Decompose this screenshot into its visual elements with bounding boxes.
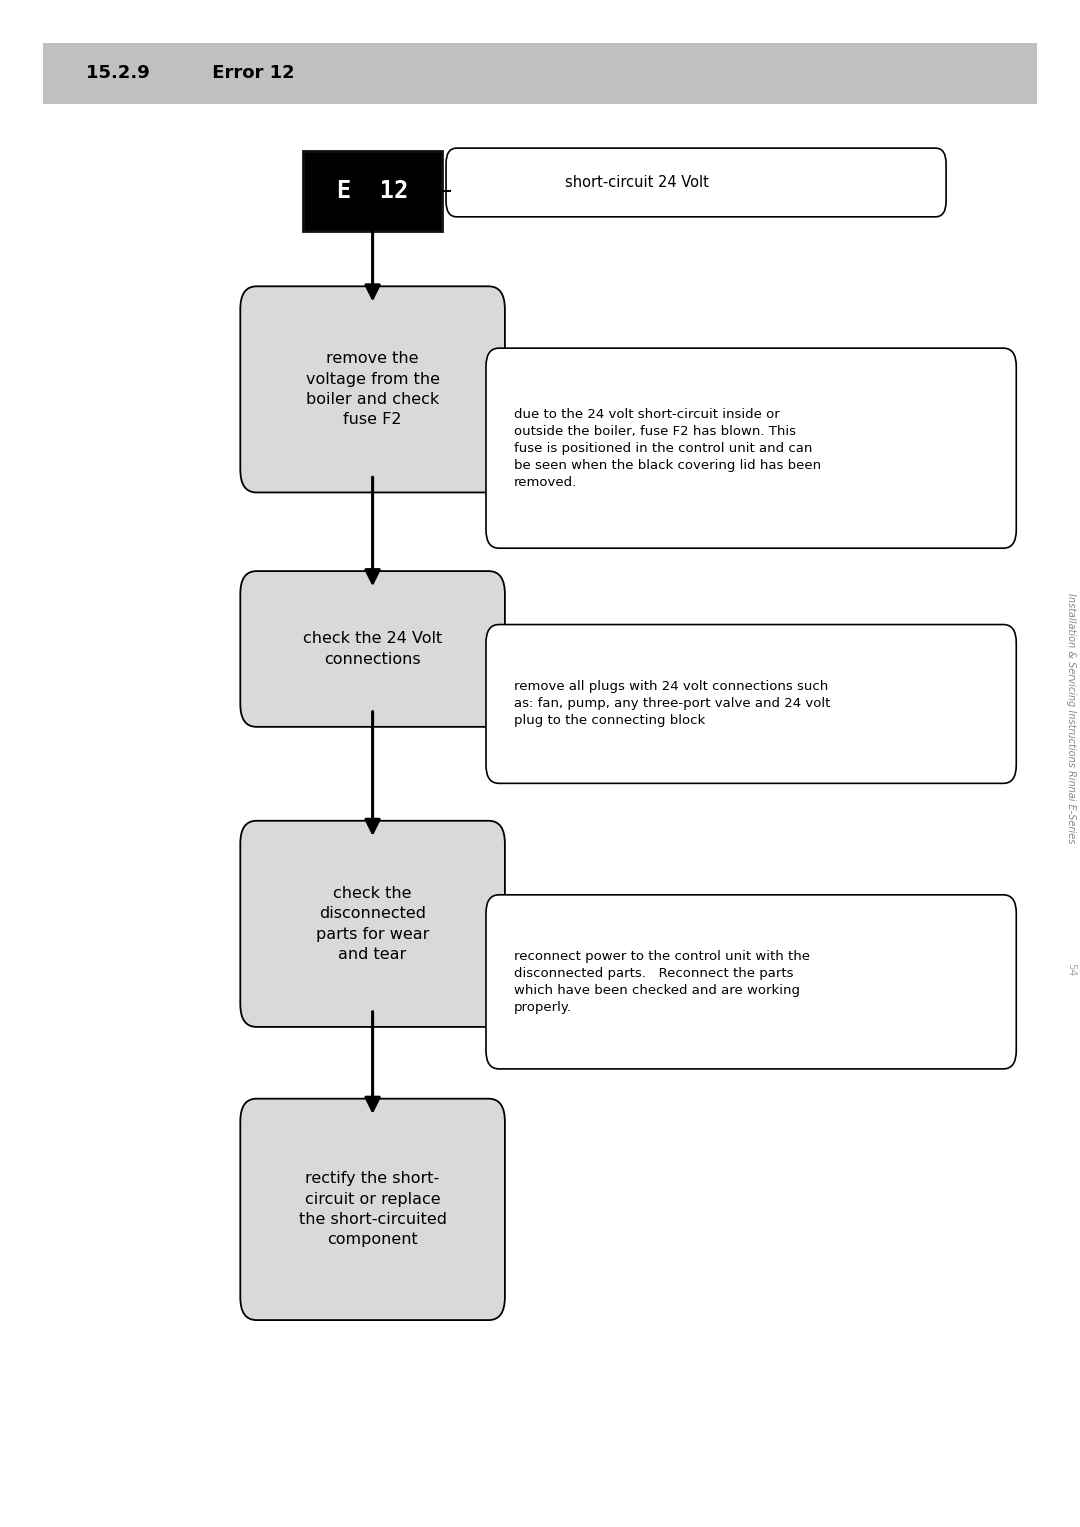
Text: Installation & Servicing Instructions Rinnai E-Series: Installation & Servicing Instructions Ri… — [1066, 592, 1077, 843]
Text: remove all plugs with 24 volt connections such
as: fan, pump, any three-port val: remove all plugs with 24 volt connection… — [514, 681, 831, 727]
Text: E  12: E 12 — [337, 179, 408, 203]
FancyBboxPatch shape — [446, 148, 946, 217]
Text: check the 24 Volt
connections: check the 24 Volt connections — [303, 631, 442, 667]
Text: due to the 24 volt short-circuit inside or
outside the boiler, fuse F2 has blown: due to the 24 volt short-circuit inside … — [514, 408, 821, 489]
Text: check the
disconnected
parts for wear
and tear: check the disconnected parts for wear an… — [316, 886, 429, 962]
FancyBboxPatch shape — [302, 151, 443, 231]
Text: short-circuit 24 Volt: short-circuit 24 Volt — [565, 176, 710, 189]
FancyBboxPatch shape — [240, 1099, 504, 1319]
Text: rectify the short-
circuit or replace
the short-circuited
component: rectify the short- circuit or replace th… — [298, 1171, 447, 1248]
Text: reconnect power to the control unit with the
disconnected parts.   Reconnect the: reconnect power to the control unit with… — [514, 950, 810, 1014]
FancyBboxPatch shape — [240, 287, 504, 492]
FancyBboxPatch shape — [486, 625, 1016, 783]
Text: 15.2.9          Error 12: 15.2.9 Error 12 — [86, 64, 295, 82]
FancyBboxPatch shape — [486, 348, 1016, 548]
FancyBboxPatch shape — [43, 43, 1037, 104]
Text: 54: 54 — [1066, 964, 1077, 976]
Text: remove the
voltage from the
boiler and check
fuse F2: remove the voltage from the boiler and c… — [306, 351, 440, 428]
FancyBboxPatch shape — [486, 895, 1016, 1069]
FancyBboxPatch shape — [240, 571, 504, 727]
FancyBboxPatch shape — [240, 820, 504, 1026]
